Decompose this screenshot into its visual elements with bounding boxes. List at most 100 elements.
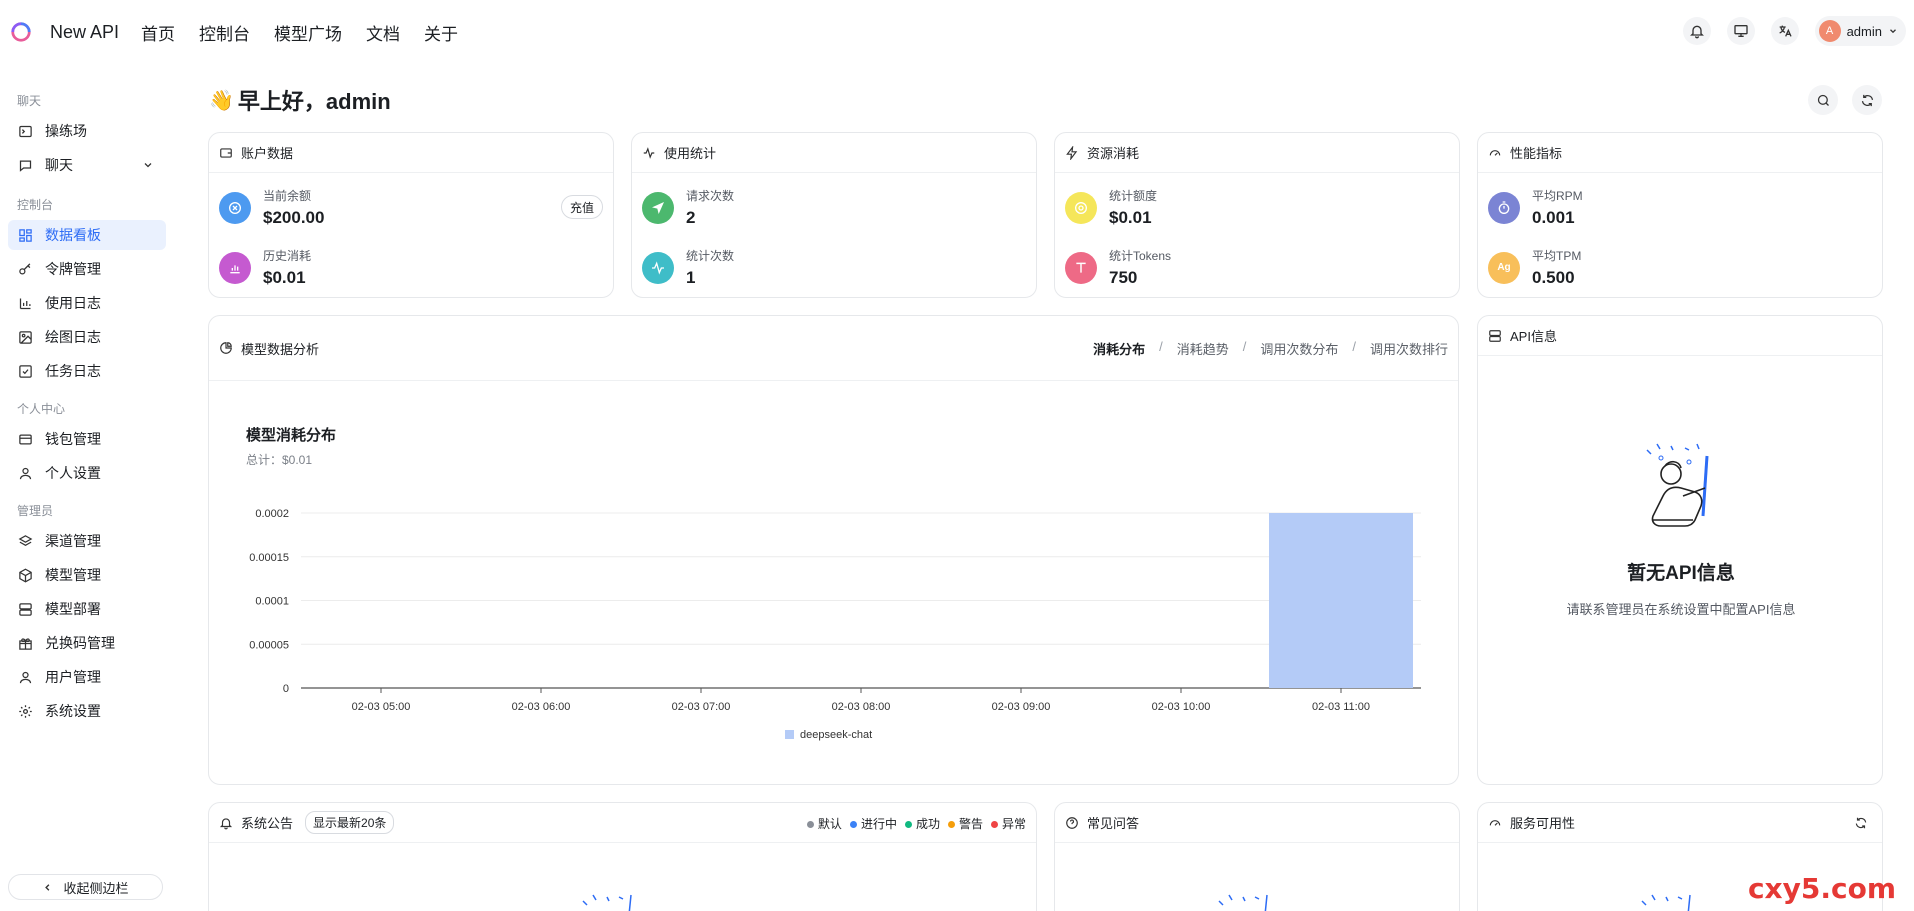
- sidebar-item-channels[interactable]: 渠道管理: [8, 526, 166, 556]
- sidebar-item-label: 数据看板: [45, 227, 101, 243]
- user-icon: [19, 671, 32, 683]
- sidebar-item-wallet[interactable]: 钱包管理: [8, 424, 166, 454]
- collapse-sidebar-button[interactable]: 收起侧边栏: [8, 874, 163, 900]
- card-header: 性能指标: [1478, 133, 1882, 173]
- sidebar-item-models[interactable]: 模型管理: [8, 560, 166, 590]
- gauge-icon: [1489, 149, 1501, 156]
- sidebar-item-settings[interactable]: 系统设置: [8, 696, 166, 726]
- image-icon: [19, 330, 32, 344]
- card-title: 账户数据: [241, 146, 294, 161]
- sidebar: 聊天 操练场 聊天 控制台 数据看板 令牌管理 使用日志 绘图日志 任务日志 个…: [0, 64, 180, 911]
- wave-icon: 👋: [209, 89, 234, 112]
- card-title: 性能指标: [1510, 146, 1563, 161]
- logo-icon[interactable]: [10, 21, 32, 43]
- card-title: 常见问答: [1087, 816, 1140, 831]
- x-tick-label: 02-03 08:00: [832, 701, 891, 713]
- sidebar-item-label: 用户管理: [45, 669, 101, 685]
- nav-about[interactable]: 关于: [424, 24, 459, 44]
- card-title: 使用统计: [664, 146, 717, 161]
- translate-icon: [1778, 25, 1792, 37]
- sidebar-item-label: 任务日志: [45, 363, 101, 379]
- nav-docs[interactable]: 文档: [366, 24, 401, 44]
- x-tick-label: 02-03 10:00: [1152, 701, 1211, 713]
- tpm-stat: Ag 平均TPM 0.500: [1488, 247, 1581, 288]
- user-icon: [19, 467, 32, 479]
- announcements-card: 系统公告 显示最新20条 默认 进行中 成功 警告 异常: [208, 802, 1037, 911]
- sidebar-item-profile[interactable]: 个人设置: [8, 458, 166, 488]
- sidebar-item-chat[interactable]: 聊天: [8, 150, 166, 180]
- sidebar-item-label: 聊天: [45, 157, 73, 173]
- legend-default: 默认: [806, 815, 842, 832]
- nav-console[interactable]: 控制台: [199, 24, 251, 44]
- sidebar-item-deploy[interactable]: 模型部署: [8, 594, 166, 624]
- refresh-button[interactable]: [1852, 85, 1882, 115]
- empty-title: 暂无API信息: [1627, 563, 1735, 584]
- section-title-console: 控制台: [17, 198, 54, 212]
- sidebar-item-label: 使用日志: [45, 295, 101, 311]
- sidebar-item-label: 渠道管理: [45, 533, 101, 549]
- nav-model-market[interactable]: 模型广场: [274, 24, 343, 44]
- language-button[interactable]: [1770, 17, 1799, 45]
- search-icon: [1817, 94, 1829, 106]
- sidebar-item-label: 个人设置: [45, 465, 101, 481]
- tab-consumption-distribution[interactable]: 消耗分布: [1093, 342, 1146, 357]
- server-icon: [19, 602, 32, 616]
- notification-button[interactable]: [1682, 17, 1711, 45]
- sidebar-item-users[interactable]: 用户管理: [8, 662, 166, 692]
- gear-icon: [19, 704, 32, 718]
- sidebar-item-task-log[interactable]: 任务日志: [8, 356, 166, 386]
- y-tick-label: 0.00015: [249, 552, 289, 564]
- dashboard-icon: [19, 228, 32, 242]
- sidebar-item-playground[interactable]: 操练场: [8, 116, 166, 146]
- card-header: 资源消耗: [1055, 133, 1459, 173]
- pulse-icon: [642, 251, 674, 284]
- legend-in-progress: 进行中: [849, 815, 897, 832]
- spent-stat: 历史消耗 $0.01: [219, 247, 311, 288]
- requests-stat: 请求次数 2: [642, 187, 734, 228]
- sidebar-item-label: 兑换码管理: [45, 635, 115, 651]
- card-header: 系统公告 显示最新20条: [209, 803, 1036, 843]
- sidebar-item-tokens[interactable]: 令牌管理: [8, 254, 166, 284]
- username: admin: [1846, 23, 1882, 39]
- charge-button[interactable]: 充值: [560, 195, 603, 219]
- faq-card: 常见问答: [1054, 802, 1460, 911]
- card-header: 使用统计: [632, 133, 1036, 173]
- section-title-admin: 管理员: [17, 504, 54, 518]
- card-header: 常见问答: [1055, 803, 1459, 843]
- gift-icon: [19, 637, 32, 650]
- tab-call-distribution[interactable]: 调用次数分布: [1260, 342, 1339, 357]
- bar-chart-icon: [19, 298, 31, 309]
- nav-home[interactable]: 首页: [141, 24, 176, 44]
- cube-icon: [19, 568, 32, 582]
- sidebar-item-usage-log[interactable]: 使用日志: [8, 288, 166, 318]
- stat-value: 750: [1109, 268, 1138, 287]
- card-header: API信息: [1478, 316, 1882, 356]
- theme-button[interactable]: [1726, 17, 1755, 45]
- brand-name[interactable]: New API: [50, 21, 120, 42]
- chevron-down-icon: [1890, 29, 1896, 34]
- user-menu[interactable]: A admin: [1814, 16, 1906, 46]
- sidebar-item-draw-log[interactable]: 绘图日志: [8, 322, 166, 352]
- wallet-icon: [19, 434, 32, 444]
- sidebar-item-dashboard[interactable]: 数据看板: [8, 220, 166, 250]
- refresh-icon[interactable]: [1854, 816, 1868, 830]
- chevron-left-icon: [45, 883, 50, 891]
- sidebar-item-label: 操练场: [45, 123, 87, 139]
- x-tick-label: 02-03 05:00: [352, 701, 411, 713]
- bar: [1269, 513, 1413, 688]
- sidebar-item-redeem[interactable]: 兑换码管理: [8, 628, 166, 658]
- card-header: 账户数据: [209, 133, 613, 173]
- chevron-down-icon: [144, 163, 152, 168]
- chat-bubble-icon: [19, 160, 32, 172]
- sidebar-item-label: 模型部署: [45, 601, 101, 617]
- search-button[interactable]: [1808, 85, 1838, 115]
- latest-badge: 显示最新20条: [305, 811, 395, 834]
- legend-label: deepseek-chat: [800, 729, 872, 741]
- x-tick-label: 02-03 09:00: [992, 701, 1051, 713]
- card-header: 服务可用性: [1478, 803, 1882, 843]
- tab-consumption-trend[interactable]: 消耗趋势: [1176, 342, 1229, 357]
- stat-value: $200.00: [263, 208, 325, 227]
- tab-call-ranking[interactable]: 调用次数排行: [1369, 342, 1448, 357]
- stat-label: 请求次数: [686, 189, 735, 203]
- empty-description: 请联系管理员在系统设置中配置API信息: [1566, 602, 1796, 617]
